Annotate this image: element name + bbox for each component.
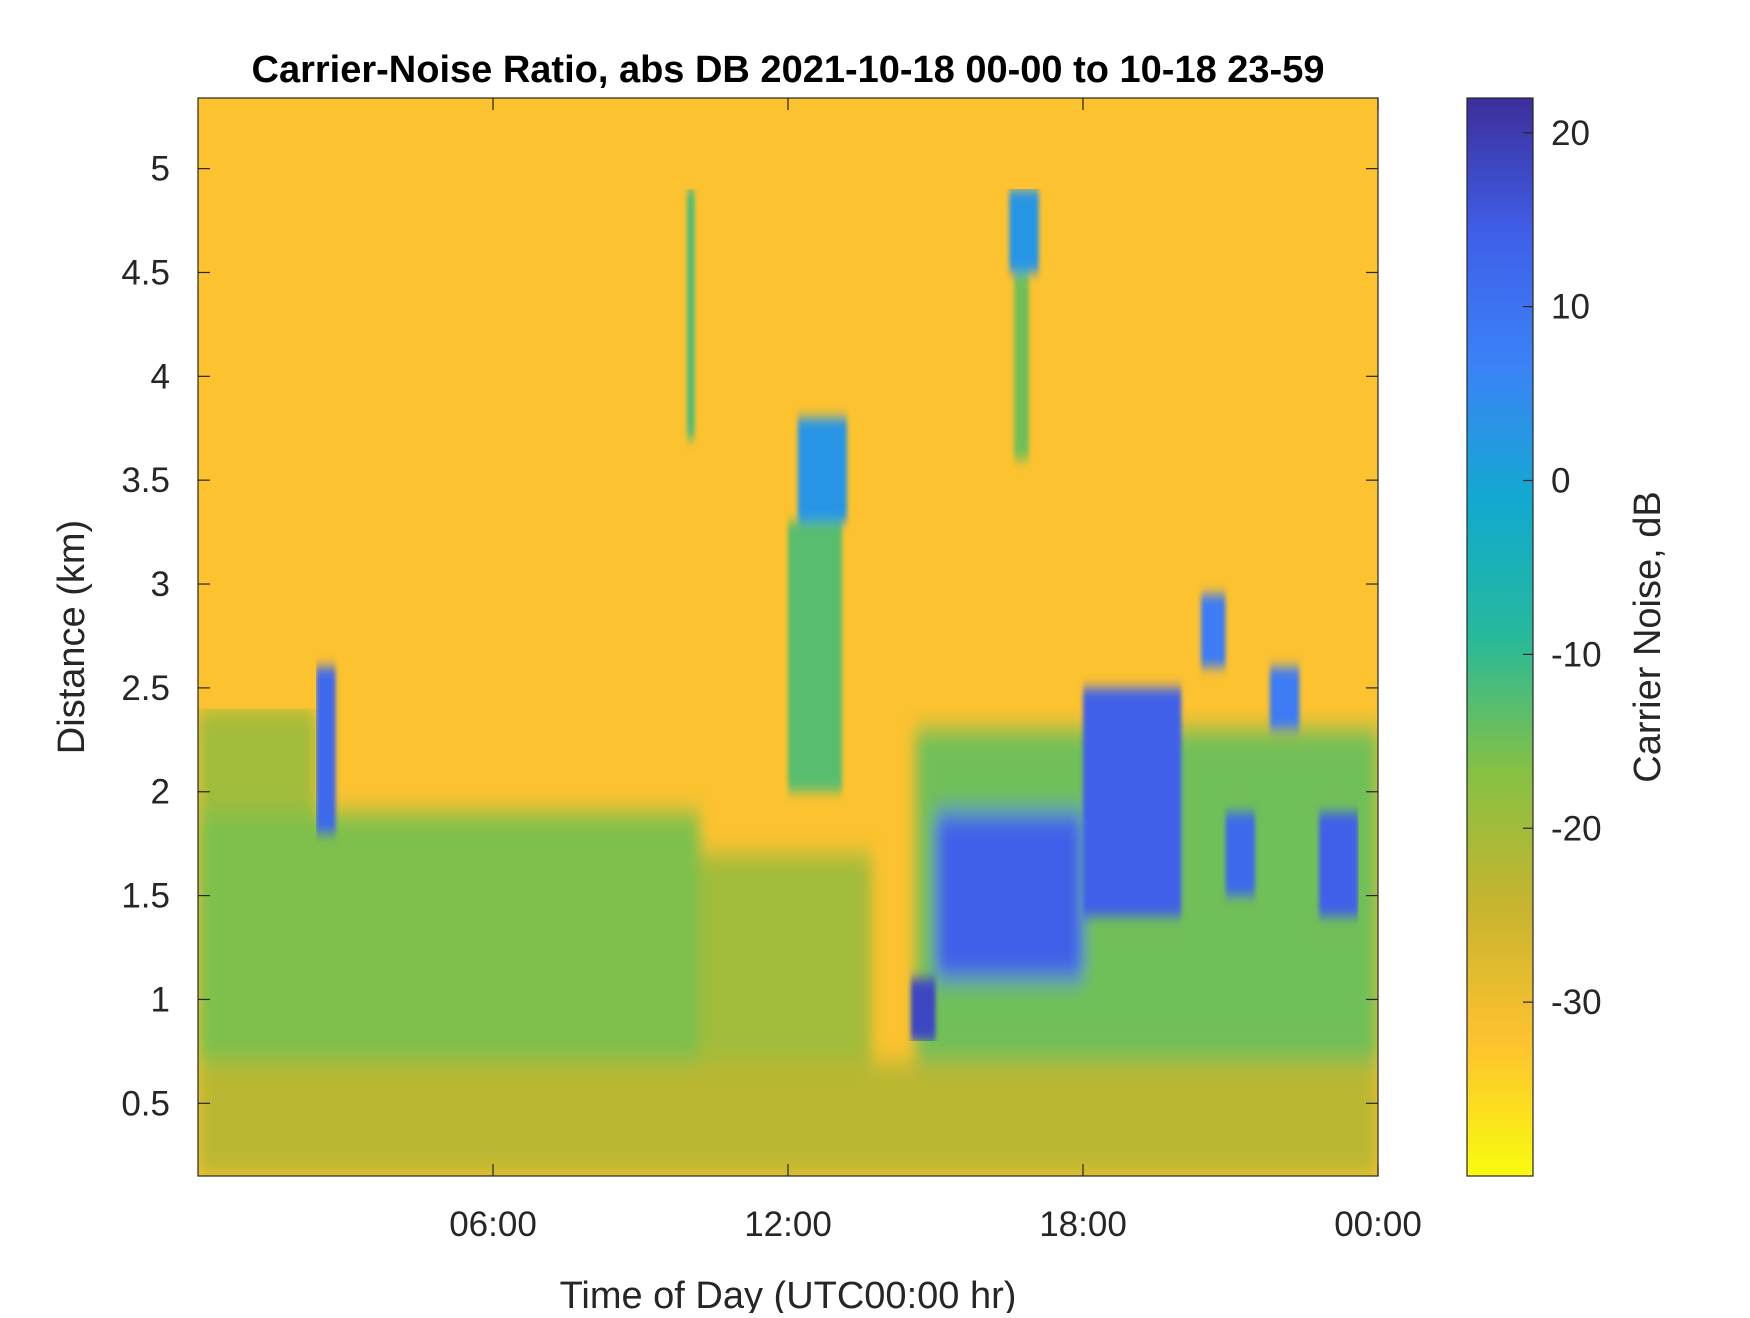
x-axis-label: Time of Day (UTC00:00 hr) bbox=[560, 1275, 1017, 1313]
colorbar-tick-label: -10 bbox=[1551, 635, 1602, 674]
colorbar: 20 10 0 -10 -20 -30 Carrier Noise, dB bbox=[1466, 97, 1669, 1177]
y-tick-label: 5 bbox=[151, 150, 170, 189]
colorbar-frame bbox=[1466, 97, 1534, 1177]
heatmap-region-4: midday residual layer bbox=[699, 854, 872, 1062]
heatmap-region-10: cloud near 16:50 bbox=[1009, 189, 1039, 273]
colorbar-tick-label: 0 bbox=[1551, 462, 1570, 501]
heatmap-region-2: morning boundary layer bbox=[198, 812, 700, 1062]
heatmap-region-11: virga near 16:50 bbox=[1014, 272, 1029, 460]
heatmap-region-8: virga near 12:40 bbox=[788, 521, 843, 792]
colorbar-label: Carrier Noise, dB bbox=[1627, 491, 1669, 782]
y-tick-label: 3.5 bbox=[121, 461, 170, 500]
heatmap-region-12: cloud near 14:40 bbox=[910, 978, 936, 1041]
colorbar-gradient bbox=[1467, 98, 1533, 1176]
y-tick-label: 2.5 bbox=[121, 669, 170, 708]
heatmap-region-6: cloud near 02:45 bbox=[316, 667, 336, 834]
x-tick-label: 12:00 bbox=[744, 1205, 832, 1244]
y-axis: 0.5 1 1.5 2 2.5 3 3.5 4 4.5 5 bbox=[121, 150, 1378, 1123]
x-axis: 06:00 12:00 18:00 00:00 bbox=[449, 98, 1422, 1244]
colorbar-tick-label: 20 bbox=[1551, 114, 1590, 153]
heatmap-region-16: cloud near 21:00 bbox=[1225, 812, 1256, 896]
y-tick-label: 4.5 bbox=[121, 253, 170, 292]
y-axis-label: Distance (km) bbox=[51, 520, 93, 754]
heatmap-region-17: cloud near 21:50 bbox=[1269, 667, 1300, 730]
heatmap-region-7: cloud near 12:40 bbox=[797, 417, 847, 522]
y-tick-label: 1.5 bbox=[121, 877, 170, 916]
x-tick-label: 00:00 bbox=[1334, 1205, 1422, 1244]
heatmap-region-3: early boundary layer top bbox=[198, 708, 316, 813]
colorbar-tick-label: -30 bbox=[1551, 983, 1602, 1022]
y-tick-label: 0.5 bbox=[121, 1084, 170, 1123]
y-tick-label: 4 bbox=[151, 357, 170, 396]
heatmap-region-1: near-surface layer bbox=[198, 1061, 1378, 1176]
heatmap-region-14: cloud layer 18:00-20:00 bbox=[1083, 687, 1182, 917]
y-tick-label: 3 bbox=[151, 565, 170, 604]
x-tick-label: 18:00 bbox=[1039, 1205, 1127, 1244]
x-tick-label: 06:00 bbox=[449, 1205, 537, 1244]
chart-title: Carrier-Noise Ratio, abs DB 2021-10-18 0… bbox=[252, 49, 1325, 91]
plot-area: near-surface layermorning boundary layer… bbox=[198, 98, 1378, 1176]
y-tick-label: 2 bbox=[151, 773, 170, 812]
colorbar-tick-label: 10 bbox=[1551, 288, 1590, 327]
heatmap-region-15: cloud near 20:30 bbox=[1201, 594, 1226, 668]
y-tick-label: 1 bbox=[151, 980, 170, 1019]
heatmap-region-18: cloud near 23:10 bbox=[1319, 812, 1359, 917]
heatmap-region-9: streak near 10:00 bbox=[687, 189, 695, 439]
heatmap-features: cloud near 02:45cloud near 12:40virga ne… bbox=[316, 189, 1359, 1041]
colorbar-ticks: 20 10 0 -10 -20 -30 bbox=[1523, 114, 1602, 1022]
heatmap-region-13: cloud layer 15:00-18:00 bbox=[935, 812, 1083, 979]
colorbar-tick-label: -20 bbox=[1551, 809, 1602, 848]
